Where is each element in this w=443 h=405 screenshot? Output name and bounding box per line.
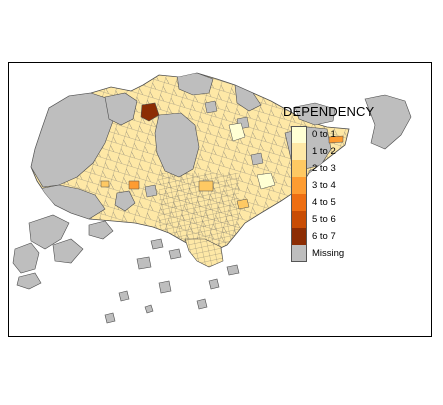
island-west-1 — [12, 242, 40, 274]
legend-item: 4 to 5 — [291, 194, 344, 211]
island-south-10 — [144, 304, 154, 314]
legend-items: 0 to 1 1 to 2 2 to 3 3 to 4 4 to 5 5 to … — [291, 126, 344, 262]
island-south-9 — [226, 264, 240, 276]
legend-label: 0 to 1 — [312, 129, 336, 140]
missing-region-northwest — [104, 92, 138, 126]
legend-label: 5 to 6 — [312, 214, 336, 225]
legend-label: 2 to 3 — [312, 163, 336, 174]
island-ubin — [294, 102, 336, 126]
legend-swatch — [291, 160, 307, 177]
island-south-2 — [168, 248, 182, 260]
legend-label: Missing — [312, 248, 345, 259]
legend-swatch — [291, 228, 307, 245]
missing-region-catchment — [154, 112, 200, 178]
zone-class-2-3-b — [236, 198, 250, 210]
legend-item: 1 to 2 — [291, 143, 344, 160]
zone-class-3-4-b — [328, 135, 344, 144]
island-south-1 — [150, 238, 164, 250]
island-south-8 — [104, 312, 116, 324]
island-jurong — [28, 214, 70, 250]
legend-item: 5 to 6 — [291, 211, 344, 228]
island-west-2 — [52, 238, 84, 264]
map-panel — [8, 62, 432, 337]
zone-class-2-3-c — [100, 180, 110, 188]
missing-region-north — [176, 73, 214, 96]
missing-region-central — [114, 190, 136, 212]
legend-title: DEPENDENCY — [283, 104, 375, 119]
legend-swatch — [291, 245, 307, 262]
zone-class-0-1-b — [256, 172, 276, 190]
zone-class-0-1-a — [228, 122, 246, 142]
legend-label: 4 to 5 — [312, 197, 336, 208]
island-west-3 — [16, 272, 42, 290]
island-west-4 — [88, 220, 114, 240]
zone-class-2-3-a — [198, 180, 214, 192]
missing-region-small-3 — [250, 152, 264, 166]
legend-item: Missing — [291, 245, 344, 262]
legend-item: 3 to 4 — [291, 177, 344, 194]
island-south-4 — [158, 280, 172, 294]
missing-region-small-4 — [144, 184, 158, 198]
zone-class-6-7 — [140, 102, 160, 122]
island-south-6 — [208, 278, 220, 290]
legend-item: 6 to 7 — [291, 228, 344, 245]
island-south-3 — [136, 256, 152, 270]
legend-swatch — [291, 211, 307, 228]
legend-swatch — [291, 126, 307, 143]
legend-swatch — [291, 194, 307, 211]
island-tekong — [364, 94, 412, 150]
legend-item: 2 to 3 — [291, 160, 344, 177]
legend-swatch — [291, 143, 307, 160]
legend-label: 6 to 7 — [312, 231, 336, 242]
missing-region-small-2 — [204, 100, 218, 114]
legend-item: 0 to 1 — [291, 126, 344, 143]
island-south-5 — [118, 290, 130, 302]
legend-label: 1 to 2 — [312, 146, 336, 157]
map-legend: DEPENDENCY 0 to 1 1 to 2 2 to 3 3 to 4 4… — [283, 104, 413, 274]
island-south-7 — [196, 298, 208, 310]
legend-label: 3 to 4 — [312, 180, 336, 191]
legend-swatch — [291, 177, 307, 194]
zone-class-3-4-a — [128, 180, 140, 190]
